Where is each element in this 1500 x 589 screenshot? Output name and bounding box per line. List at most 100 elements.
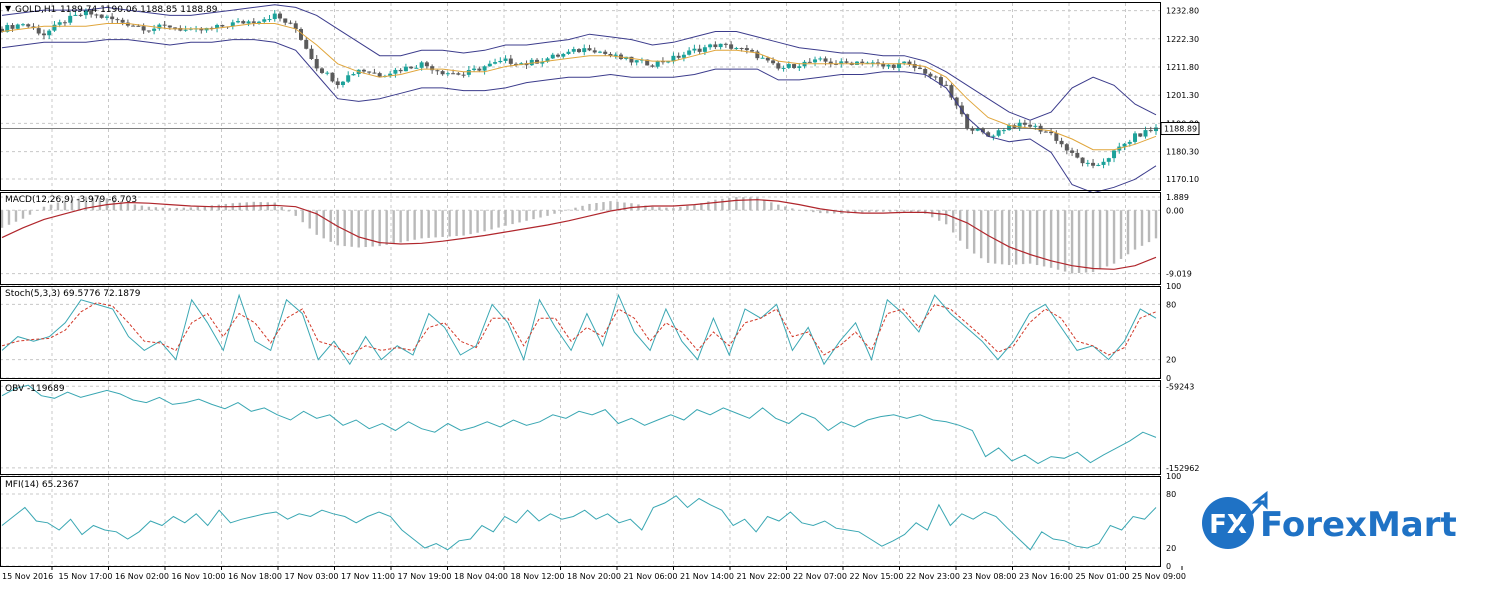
candle-body (493, 62, 498, 64)
candle-body (26, 24, 31, 27)
candle-body (1070, 150, 1075, 153)
candle-body (928, 73, 933, 77)
macd-histogram-bar (385, 210, 388, 245)
candle-body (734, 48, 739, 50)
candle-body (907, 61, 912, 65)
logo-arrow-icon (1234, 490, 1268, 532)
macd-histogram-bar (217, 204, 221, 211)
macd-histogram-bar (329, 210, 332, 242)
obv-title: OBV -119689 (5, 384, 65, 394)
candle-body (828, 61, 833, 64)
candle-body (482, 66, 487, 71)
candle-body (440, 71, 445, 75)
candle-body (456, 73, 461, 75)
candle-body (797, 66, 802, 68)
macd-histogram-bar (686, 205, 689, 211)
candle-body (938, 77, 943, 85)
macd-histogram-bar (357, 210, 360, 248)
macd-histogram-bar (630, 203, 633, 211)
candle-body (377, 73, 382, 77)
macd-histogram-bar (546, 210, 549, 216)
candle-body (319, 68, 324, 73)
candle-body (1138, 133, 1143, 137)
candle-body (1075, 152, 1080, 158)
candle-body (309, 48, 314, 59)
candle-body (556, 54, 561, 57)
macd-histogram-bar (539, 210, 542, 218)
candle-body (760, 57, 765, 59)
candle-body (1085, 162, 1090, 164)
macd-histogram-bar (1007, 210, 1011, 266)
candle-body (89, 10, 94, 15)
macd-histogram-bar (287, 210, 290, 212)
macd-histogram-bar (119, 201, 123, 211)
macd-histogram-bar (958, 210, 962, 241)
macd-histogram-bar (399, 210, 402, 243)
candle-body (944, 84, 949, 86)
macd-histogram-bar (882, 210, 885, 212)
candle-body (1127, 141, 1132, 144)
candle-body (613, 54, 618, 56)
macd-histogram-bar (1105, 210, 1109, 267)
candle-body (650, 65, 655, 67)
macd-histogram-bar (301, 210, 304, 223)
macd-histogram-bar (986, 210, 990, 263)
macd-histogram-bar (623, 202, 626, 211)
candle-body (283, 18, 288, 23)
macd-histogram-bar (707, 201, 710, 211)
candle-body (367, 71, 372, 73)
candle-body (1059, 140, 1064, 145)
macd-histogram-bar (714, 199, 717, 211)
candle-body (372, 72, 377, 74)
x-tick-label: 17 Nov 03:00 (285, 572, 339, 581)
candle-body (78, 14, 83, 16)
candle-body (697, 48, 702, 52)
macd-histogram-bar (1084, 210, 1088, 273)
macd-histogram-bar (273, 202, 276, 211)
macd-histogram-bar (427, 210, 430, 238)
candle-body (771, 60, 776, 64)
macd-histogram-bar (315, 210, 318, 235)
candle-body (1091, 162, 1096, 166)
candle-body (236, 21, 241, 23)
candle-body (508, 58, 513, 64)
macd-histogram-bar (91, 197, 95, 211)
candle-body (1080, 157, 1085, 164)
candle-body (1106, 158, 1111, 162)
macd-histogram-bar (910, 210, 913, 213)
candle-body (765, 57, 770, 61)
candle-body (786, 64, 791, 68)
macd-histogram-bar (77, 198, 81, 211)
header-arrow[interactable]: ▼ (5, 4, 12, 13)
candle-body (361, 69, 366, 72)
macd-histogram-bar (154, 207, 158, 211)
macd-histogram-bar (1091, 210, 1095, 273)
x-tick-label: 16 Nov 02:00 (115, 572, 169, 581)
candle-body (241, 21, 246, 24)
candle-body (875, 62, 880, 64)
candle-body (1148, 130, 1153, 132)
macd-histogram-bar (1140, 210, 1144, 246)
y-tick-label: 1232.80 (1166, 7, 1199, 16)
macd-histogram-bar (308, 210, 311, 229)
macd-histogram-bar (1154, 210, 1158, 239)
candle-body (844, 61, 849, 63)
macd-histogram-bar (63, 200, 67, 211)
candle-body (860, 61, 865, 63)
x-tick-label: 18 Nov 12:00 (511, 572, 565, 581)
last-price-label: 1188.89 (1164, 125, 1197, 134)
macd-histogram-bar (371, 210, 374, 247)
candle-body (461, 74, 466, 76)
candle-body (167, 25, 172, 28)
logo-circle (1202, 497, 1254, 549)
candle-body (1033, 125, 1038, 127)
macd-histogram-bar (903, 210, 906, 212)
candle-body (257, 21, 262, 23)
macd-histogram-bar (965, 210, 969, 249)
candle-body (792, 64, 797, 68)
candle-body (398, 69, 403, 72)
candle-body (73, 14, 78, 16)
macd-histogram-bar (560, 210, 563, 212)
candle-body (435, 70, 440, 72)
